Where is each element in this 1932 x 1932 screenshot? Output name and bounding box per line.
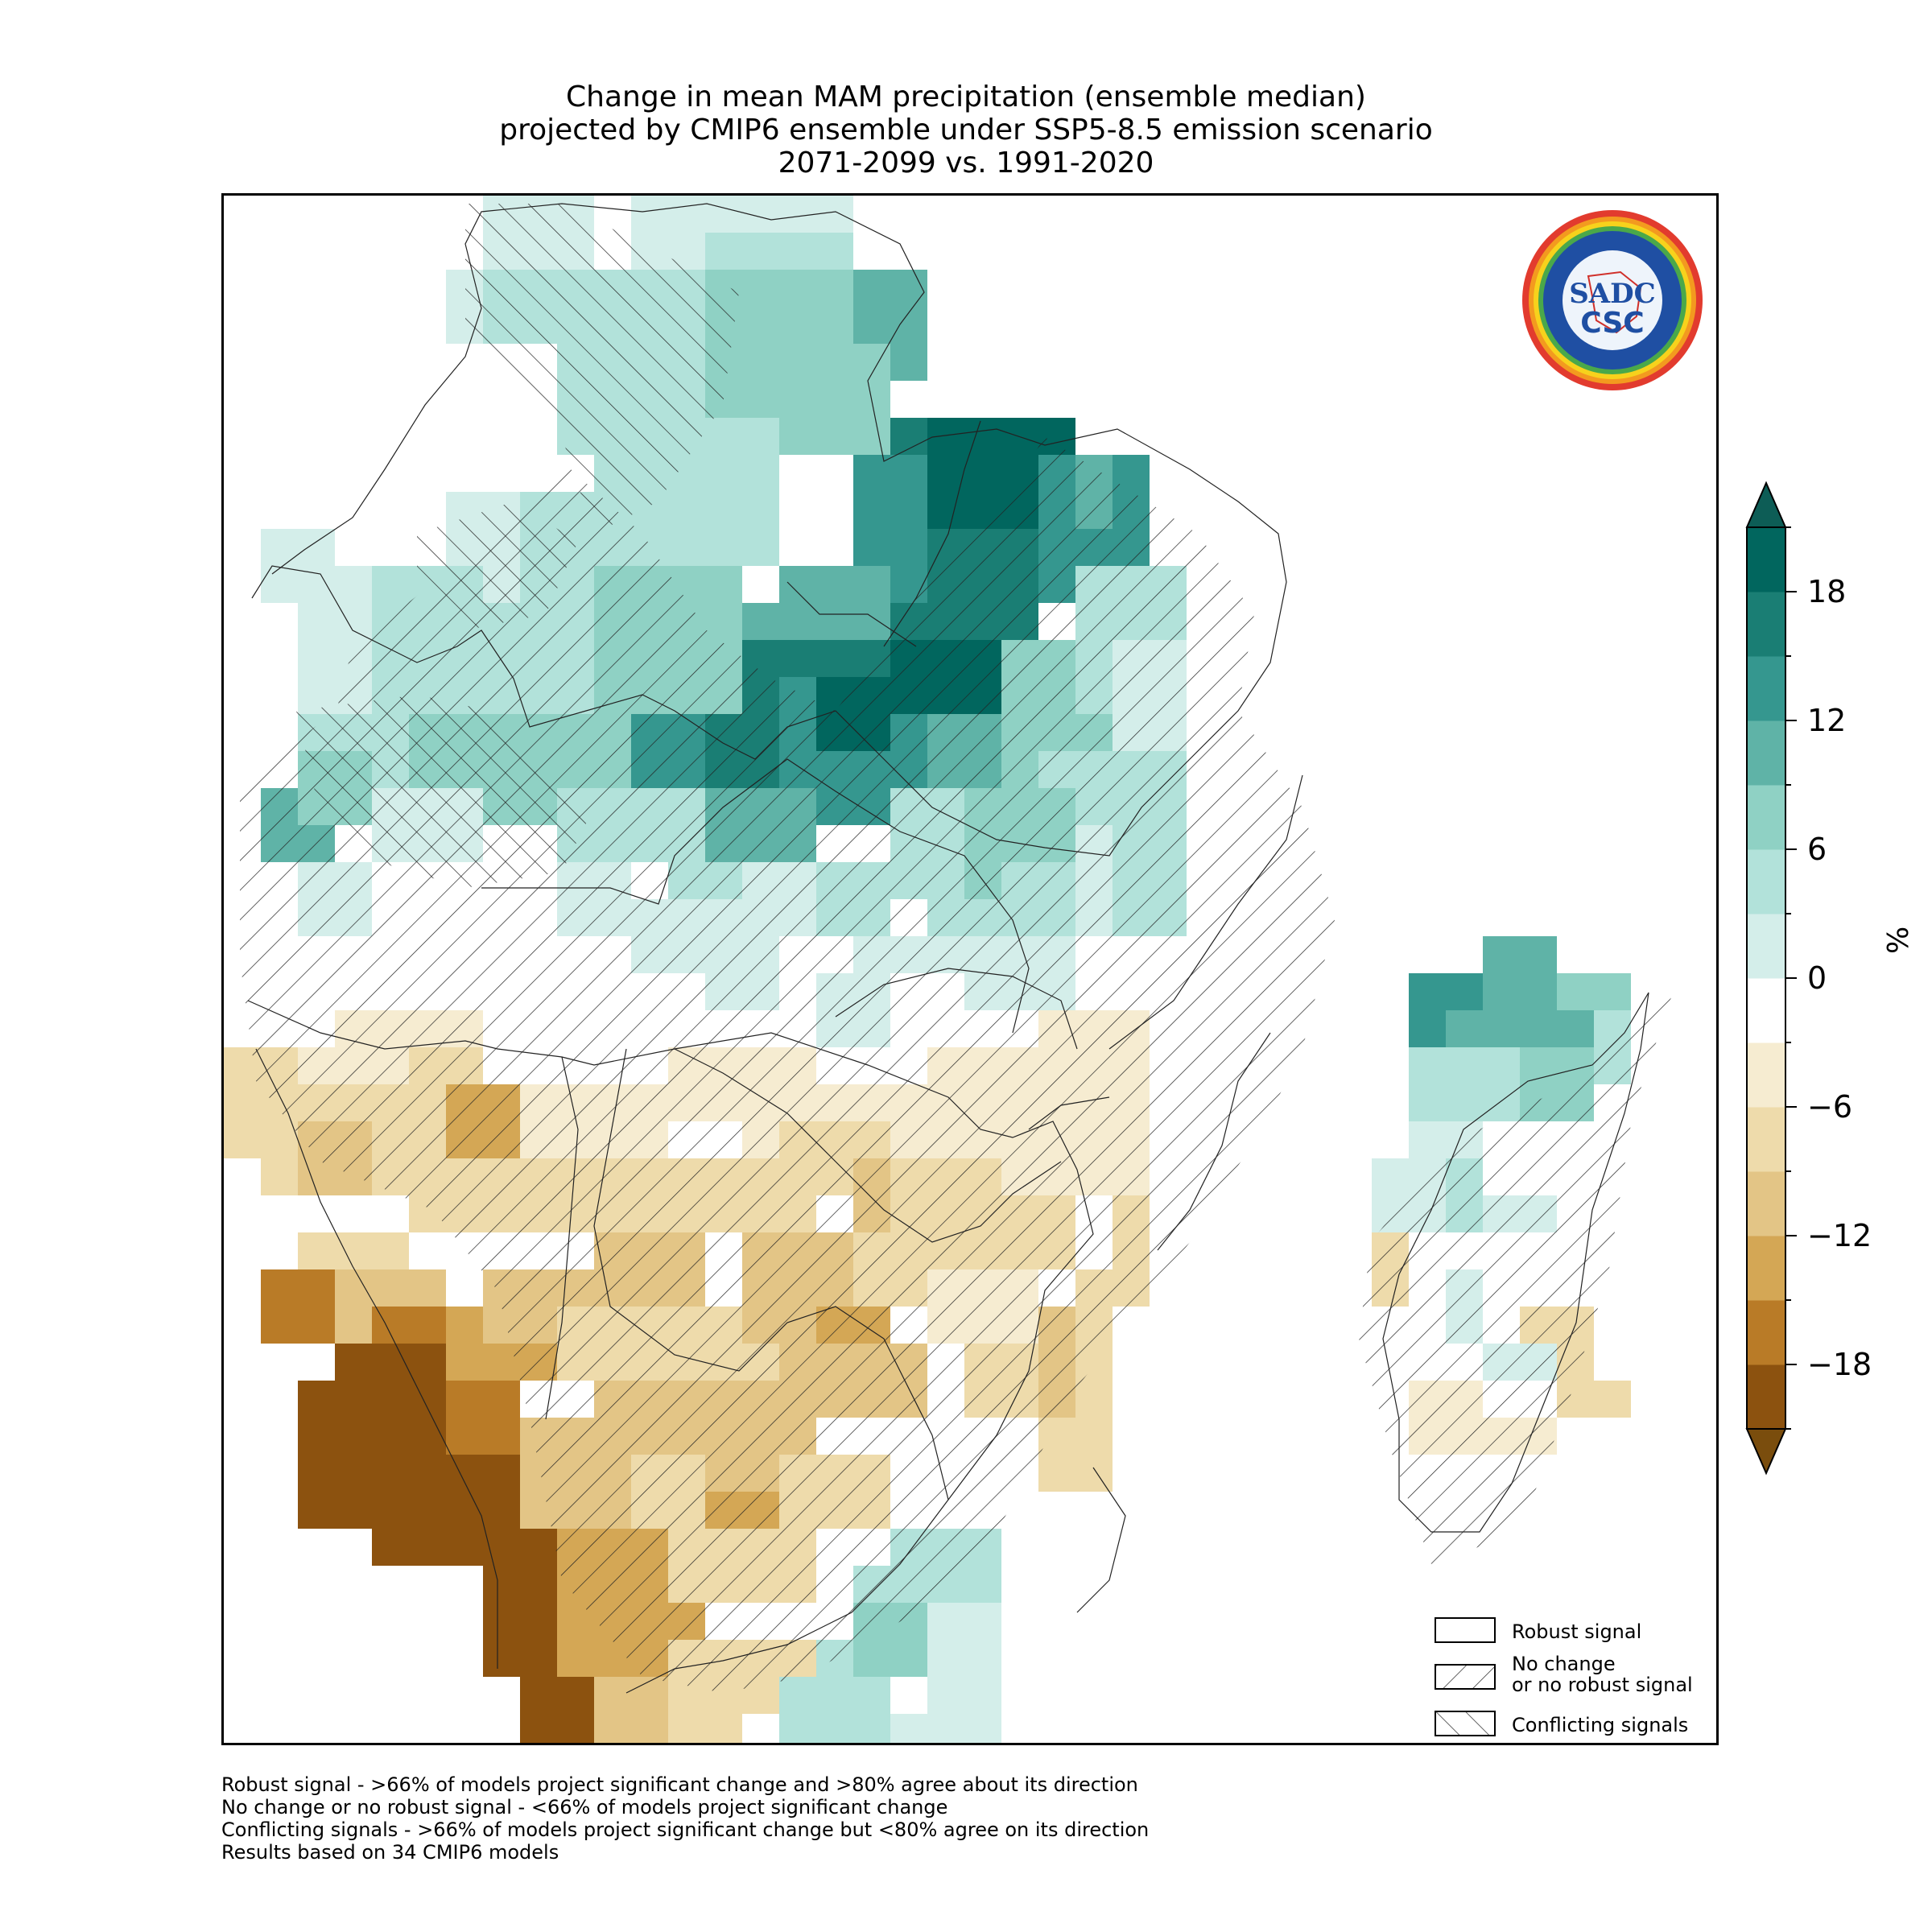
grid-cell-block [816, 344, 890, 418]
colorbar-bin [1747, 785, 1785, 850]
svg-text:CSC: CSC [1580, 307, 1644, 340]
footnote-1: Robust signal - >66% of models project s… [221, 1773, 1138, 1796]
colorbar-bin [1747, 1236, 1785, 1301]
colorbar-tick-label: 18 [1807, 574, 1847, 609]
legend-label-conflicting: Conflicting signals [1512, 1714, 1689, 1736]
colorbar-tick-label: −18 [1807, 1347, 1872, 1382]
colorbar-tick-label: −12 [1807, 1218, 1872, 1253]
svg-text:SADC: SADC [1569, 278, 1655, 310]
grid-cell-block [890, 1714, 964, 1743]
legend-label-no-change-1: No change [1512, 1653, 1616, 1675]
colorbar-bin [1747, 592, 1785, 657]
hatch-layer [240, 204, 1673, 1693]
map-panel: Robust signal No change or no robust sig… [221, 193, 1719, 1745]
country-borders [247, 203, 1649, 1694]
colorbar-extend-max [1745, 481, 1787, 528]
colorbar-bin [1747, 1107, 1785, 1172]
colorbar-bin [1747, 978, 1785, 1043]
precipitation-change-map [224, 196, 1673, 1743]
conflicting-signals-hatch-center [417, 502, 578, 630]
footnote-3: Conflicting signals - >66% of models pro… [221, 1818, 1150, 1841]
conflicting-signals-hatch-west [296, 695, 594, 888]
colorbar [1745, 481, 1797, 1476]
title-line-3: 2071-2099 vs. 1991-2020 [778, 147, 1154, 180]
colorbar-bin [1747, 1171, 1785, 1236]
colorbar-bin [1747, 914, 1785, 979]
colorbar-tick-label: −6 [1807, 1089, 1853, 1125]
legend-label-robust: Robust signal [1512, 1620, 1642, 1643]
footnote-4: Results based on 34 CMIP6 models [221, 1841, 559, 1864]
colorbar-extend-min [1745, 1428, 1787, 1476]
grid-cell-block [298, 1381, 372, 1529]
colorbar-bin [1747, 720, 1785, 786]
legend-label-no-change-2: or no robust signal [1512, 1674, 1693, 1696]
colorbar-bin [1747, 849, 1785, 914]
colorbar-unit-label: % [1882, 926, 1915, 954]
title-line-1: Change in mean MAM precipitation (ensemb… [566, 80, 1366, 114]
sadc-csc-logo-icon: SADC CSC [1522, 210, 1703, 390]
grid-cell-block [446, 1381, 520, 1455]
no-robust-signal-hatch-madagascar [1359, 993, 1673, 1564]
legend-swatch-conflicting [1435, 1711, 1496, 1736]
grid-cell-block [964, 1677, 1001, 1743]
colorbar-bin [1747, 1042, 1785, 1108]
colorbar-bin [1747, 527, 1785, 592]
footnote-2: No change or no robust signal - <66% of … [221, 1796, 948, 1818]
title-line-2: projected by CMIP6 ensemble under SSP5-8… [499, 114, 1433, 147]
grid-cell-block [779, 1677, 853, 1743]
colorbar-bin [1747, 1364, 1785, 1430]
colorbar-bin [1747, 656, 1785, 721]
colorbar-tick-label: 12 [1807, 703, 1847, 738]
legend-swatch-no-change [1435, 1664, 1496, 1690]
grid-cell-block [261, 1269, 335, 1344]
grid-cell-block [1409, 1047, 1520, 1121]
colorbar-tick-label: 0 [1807, 960, 1827, 996]
grid-cell-block [594, 1677, 668, 1743]
legend-swatch-robust [1435, 1617, 1496, 1643]
colorbar-tick-label: 6 [1807, 832, 1827, 867]
conflicting-signals-hatch-north [465, 204, 739, 534]
colorbar-bin [1747, 1300, 1785, 1365]
